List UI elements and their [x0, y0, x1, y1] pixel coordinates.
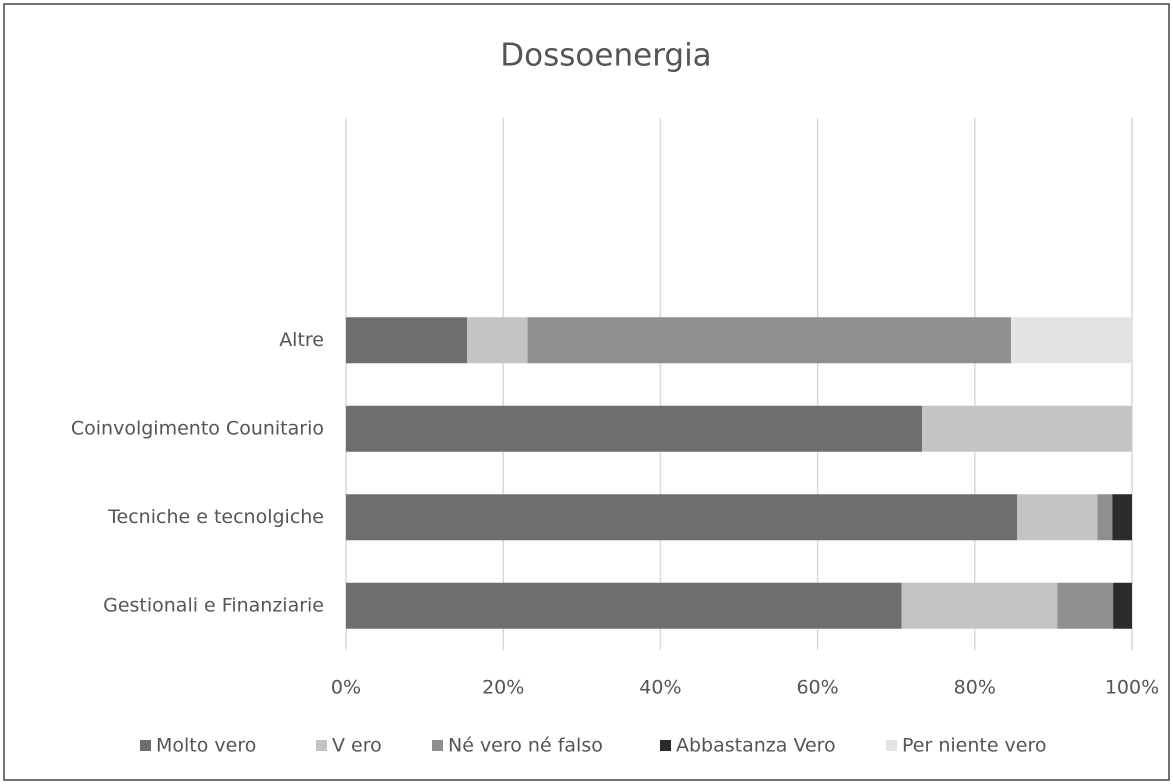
- bar-segment: [346, 494, 1018, 541]
- bar-segment: [1097, 494, 1113, 541]
- bar-segment: [346, 317, 468, 364]
- bar-segment: [1010, 317, 1132, 364]
- x-tick-label: 0%: [331, 677, 361, 699]
- y-tick-label: Gestionali e Finanziarie: [103, 594, 324, 616]
- x-tick-label: 80%: [954, 677, 996, 699]
- legend-label: Né vero né falso: [448, 735, 603, 757]
- bar-segment: [901, 582, 1058, 629]
- legend-swatch: [660, 740, 671, 751]
- bar-segment: [346, 582, 902, 629]
- bar-segment: [527, 317, 1011, 364]
- bar-segment: [1057, 582, 1114, 629]
- legend-swatch: [140, 740, 151, 751]
- chart-frame: [3, 3, 1170, 781]
- legend-swatch: [432, 740, 443, 751]
- bar-segment: [1017, 494, 1098, 541]
- bar-segment: [467, 317, 528, 364]
- bar-segment: [346, 405, 923, 452]
- x-tick-label: 40%: [639, 677, 681, 699]
- x-tick-label: 100%: [1105, 677, 1159, 699]
- bar-segment: [922, 405, 1132, 452]
- legend-label: Per niente vero: [902, 735, 1047, 757]
- chart-title: Dossoenergia: [500, 38, 711, 74]
- legend-label: Molto vero: [156, 735, 256, 757]
- bar-segment: [1112, 494, 1132, 541]
- x-tick-label: 20%: [482, 677, 524, 699]
- legend-swatch: [316, 740, 327, 751]
- bar-segment: [1113, 582, 1132, 629]
- y-tick-label: Coinvolgimento Counitario: [71, 417, 324, 439]
- legend-swatch: [886, 740, 897, 751]
- y-tick-label: Altre: [279, 329, 324, 351]
- y-tick-label: Tecniche e tecnolgiche: [107, 506, 324, 528]
- legend-label: V ero: [332, 735, 382, 757]
- legend-label: Abbastanza Vero: [676, 735, 836, 757]
- x-tick-label: 60%: [796, 677, 838, 699]
